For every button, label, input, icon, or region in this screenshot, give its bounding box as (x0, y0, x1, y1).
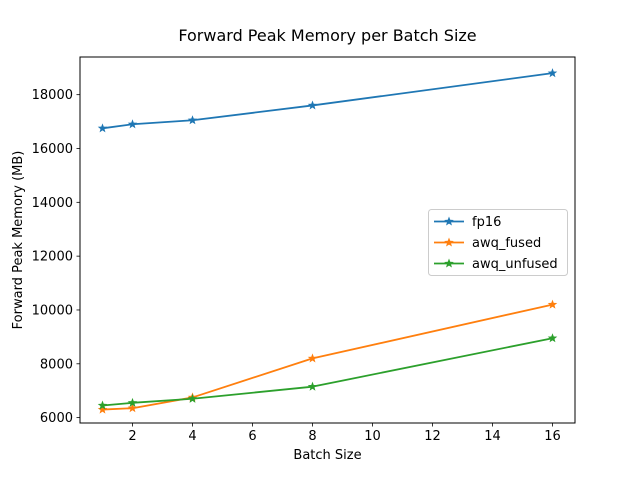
legend-marker-awq_unfused (444, 258, 454, 268)
data-point-marker-fp16 (547, 68, 558, 78)
data-point-marker-fp16 (127, 119, 138, 129)
series-lines (97, 68, 558, 414)
legend-label-awq_unfused: awq_unfused (472, 257, 558, 272)
data-point-marker-fp16 (307, 100, 318, 110)
x-tick-label: 6 (248, 429, 256, 444)
data-point-marker-awq_fused (547, 299, 558, 309)
x-tick-label: 14 (484, 429, 501, 444)
plot-border (79, 56, 576, 424)
chart-title: Forward Peak Memory per Batch Size (178, 26, 476, 45)
legend: fp16 awq_fused awq_unfused (428, 209, 568, 276)
data-point-marker-awq_unfused (97, 400, 108, 410)
y-axis-label: Forward Peak Memory (MB) (11, 151, 26, 330)
data-point-marker-fp16 (187, 115, 198, 125)
x-tick-label: 10 (364, 429, 381, 444)
y-tick-label: 10000 (32, 303, 73, 318)
data-point-marker-awq_unfused (187, 393, 198, 403)
legend-label-fp16: fp16 (472, 215, 501, 230)
data-point-marker-fp16 (97, 123, 108, 133)
y-tick-label: 18000 (32, 88, 73, 103)
x-tick-label: 8 (308, 429, 316, 444)
data-point-marker-awq_unfused (547, 333, 558, 343)
x-tick-label: 4 (188, 429, 196, 444)
data-point-marker-awq_fused (307, 353, 318, 363)
x-axis-label: Batch Size (293, 448, 361, 463)
legend-label-awq_fused: awq_fused (472, 236, 541, 251)
x-tick-label: 16 (544, 429, 561, 444)
data-point-marker-awq_unfused (307, 381, 318, 391)
y-tick-label: 6000 (40, 411, 73, 426)
legend-marker-awq_fused (444, 237, 454, 247)
y-tick-label: 12000 (32, 250, 73, 265)
data-point-marker-awq_fused (97, 404, 108, 414)
y-tick-label: 14000 (32, 196, 73, 211)
data-point-marker-awq_unfused (127, 397, 138, 407)
axes-ticks: 2 4 6 8 10 12 14 16 6000 8000 10000 12000 14000 16000… (32, 88, 561, 444)
legend-marker-fp16 (444, 216, 454, 226)
x-tick-label: 12 (424, 429, 441, 444)
data-point-marker-awq_fused (127, 403, 138, 413)
x-tick-label: 2 (128, 429, 136, 444)
legend-box (428, 209, 568, 276)
y-tick-label: 8000 (40, 357, 73, 372)
y-tick-label: 16000 (32, 142, 73, 157)
